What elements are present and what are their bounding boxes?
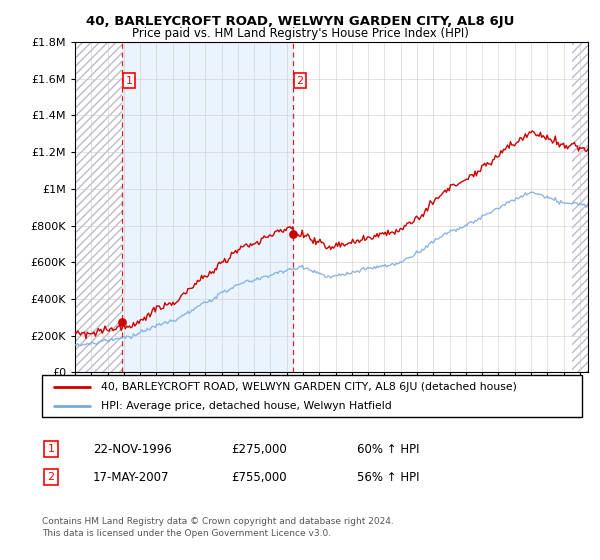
Text: 56% ↑ HPI: 56% ↑ HPI <box>357 470 419 484</box>
Text: £755,000: £755,000 <box>231 470 287 484</box>
Text: 1: 1 <box>125 76 133 86</box>
Text: This data is licensed under the Open Government Licence v3.0.: This data is licensed under the Open Gov… <box>42 529 331 538</box>
Text: 22-NOV-1996: 22-NOV-1996 <box>93 442 172 456</box>
Text: 40, BARLEYCROFT ROAD, WELWYN GARDEN CITY, AL8 6JU: 40, BARLEYCROFT ROAD, WELWYN GARDEN CITY… <box>86 15 514 27</box>
Bar <box>572 42 588 372</box>
Bar <box>75 42 122 372</box>
Text: Price paid vs. HM Land Registry's House Price Index (HPI): Price paid vs. HM Land Registry's House … <box>131 27 469 40</box>
Text: 40, BARLEYCROFT ROAD, WELWYN GARDEN CITY, AL8 6JU (detached house): 40, BARLEYCROFT ROAD, WELWYN GARDEN CITY… <box>101 381 517 391</box>
Point <box>118 318 127 326</box>
Text: 2: 2 <box>296 76 304 86</box>
Text: 1: 1 <box>47 444 55 454</box>
Text: £275,000: £275,000 <box>231 442 287 456</box>
Text: HPI: Average price, detached house, Welwyn Hatfield: HPI: Average price, detached house, Welw… <box>101 401 392 411</box>
Bar <box>122 42 293 372</box>
Text: 17-MAY-2007: 17-MAY-2007 <box>93 470 170 484</box>
Text: 2: 2 <box>47 472 55 482</box>
Text: 60% ↑ HPI: 60% ↑ HPI <box>357 442 419 456</box>
Point <box>288 230 298 239</box>
Text: Contains HM Land Registry data © Crown copyright and database right 2024.: Contains HM Land Registry data © Crown c… <box>42 517 394 526</box>
